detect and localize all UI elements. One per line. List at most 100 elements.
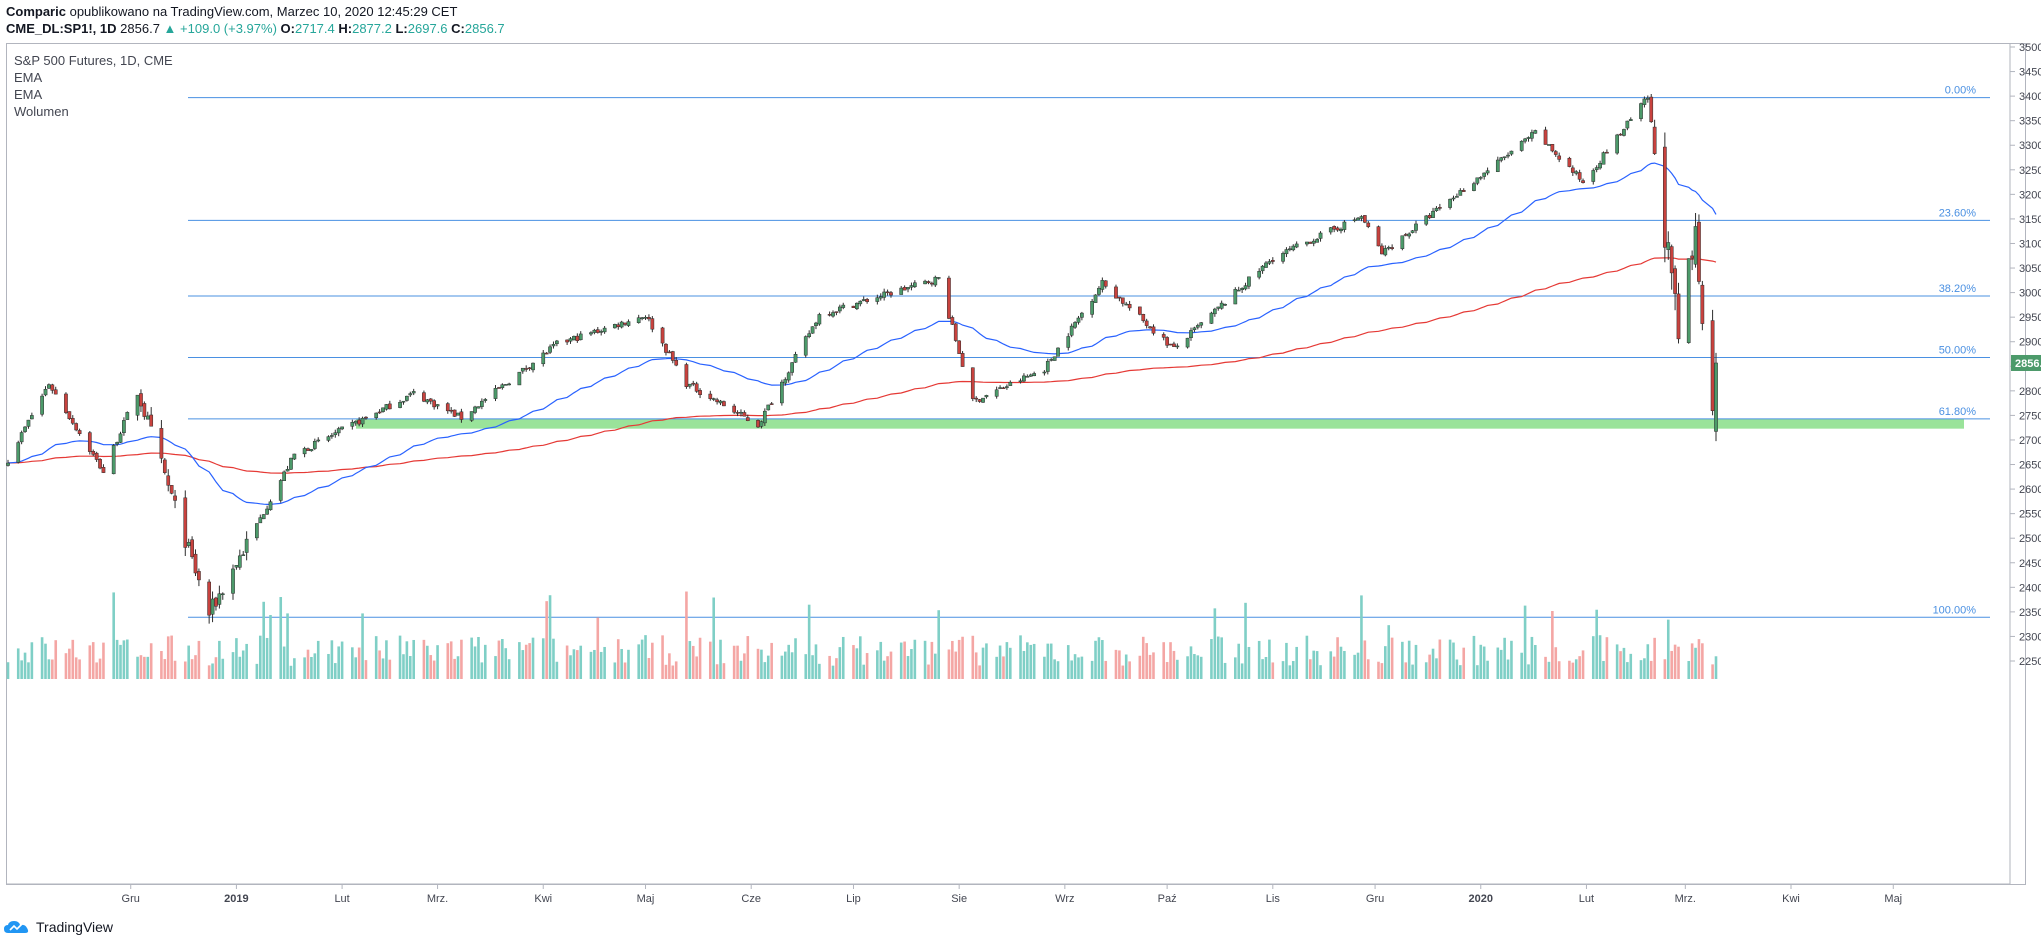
candle-body (1284, 249, 1289, 255)
candle-body (647, 317, 651, 320)
volume-bar (1653, 637, 1656, 679)
author-name[interactable]: Comparic (6, 4, 66, 19)
candle-body (1690, 255, 1694, 259)
candle-body (1100, 280, 1105, 290)
candle-body (718, 400, 723, 404)
candle-body (612, 324, 617, 329)
candle-body (1049, 359, 1054, 361)
candle-body (292, 453, 297, 460)
candle-body (244, 538, 249, 553)
fib-level-label: 50.00% (1939, 344, 1977, 356)
candle-body (43, 389, 48, 396)
publish-info: opublikowano na TradingView.com, Marzec … (69, 4, 458, 19)
candle-body (885, 291, 890, 294)
fib-level-label: 38.20% (1939, 283, 1977, 295)
volume-bar (480, 662, 484, 679)
legend-ema-fast[interactable]: EMA (14, 70, 43, 85)
volume-bar (398, 635, 402, 679)
volume-bar (593, 649, 596, 679)
legend-volume[interactable]: Wolumen (14, 104, 69, 119)
candle-body (1438, 207, 1442, 209)
candle-body (445, 403, 450, 412)
candle-body (626, 321, 631, 326)
candle-body (912, 282, 917, 287)
legend-ema-slow[interactable]: EMA (14, 87, 43, 102)
candle-body (660, 327, 665, 344)
volume-bar (708, 641, 712, 679)
volume-bar (886, 656, 889, 679)
volume-bar (930, 641, 934, 679)
ohlc-line: CME_DL:SP1!, 1D 2856.7 ▲ +109.0 (+3.97%)… (6, 20, 505, 37)
footer-brand[interactable]: TradingView (4, 919, 113, 935)
volume-bar (1264, 656, 1268, 679)
time-tick-label: Maj (637, 893, 655, 905)
candle-body (326, 436, 331, 441)
candle-body (756, 420, 760, 428)
candle-body (94, 452, 99, 460)
candle-body (650, 318, 655, 330)
volume-bar (303, 657, 306, 679)
candle-body (125, 412, 130, 420)
candle-body (1427, 214, 1432, 219)
volume-bar (374, 636, 378, 679)
volume-bar (316, 640, 320, 679)
legend-title[interactable]: S&P 500 Futures, 1D, CME (14, 53, 173, 68)
candle-body (1080, 312, 1084, 318)
price-tick-label: 2900.0 (2019, 337, 2041, 349)
candle-body (142, 403, 147, 417)
candle-body (265, 508, 269, 515)
candle-body (480, 400, 484, 407)
candle-body (698, 390, 702, 395)
candle-body (1625, 120, 1630, 129)
volume-bar (1353, 654, 1356, 679)
candle-body (381, 407, 385, 412)
volume-bar (221, 658, 225, 679)
candle-body (1195, 325, 1200, 328)
brand-label: TradingView (36, 919, 114, 935)
volume-bar (1428, 654, 1431, 679)
volume-bar (647, 657, 651, 679)
candle-body (1710, 320, 1715, 412)
candle-body (237, 555, 242, 568)
candle-body (145, 415, 150, 420)
volume-bar (1390, 637, 1394, 679)
volume-bar (47, 659, 51, 679)
candle-body (1543, 129, 1548, 145)
volume-bar (1479, 644, 1483, 679)
volume-bar (378, 650, 381, 679)
candle-body (255, 523, 259, 539)
symbol-label[interactable]: CME_DL:SP1!, 1D (6, 21, 117, 36)
volume-bar (804, 654, 808, 679)
chart-legend: S&P 500 Futures, 1D, CME EMA EMA Wolumen (14, 52, 173, 120)
candle-body (1161, 334, 1166, 338)
volume-bar (1319, 665, 1322, 679)
candle-body (1714, 362, 1718, 432)
volume-bar (235, 638, 238, 679)
volume-bar (599, 651, 603, 679)
candle-body (1553, 151, 1558, 155)
volume-bar (552, 638, 555, 679)
candle-body (493, 388, 498, 399)
candle-body (1233, 289, 1238, 305)
volume-bar (1506, 659, 1510, 679)
volume-bar (695, 656, 698, 679)
volume-bar (258, 635, 262, 679)
volume-bar (1234, 657, 1237, 679)
volume-bar (429, 655, 433, 679)
candle-body (1383, 248, 1388, 256)
volume-bar (1128, 661, 1131, 679)
volume-bar (906, 656, 910, 679)
price-tick-label: 2700.0 (2019, 435, 2041, 447)
candle-body (1495, 159, 1500, 172)
candle-body (452, 409, 457, 417)
candle-body (1499, 157, 1504, 161)
price-tick-label: 3500.0 (2019, 42, 2041, 54)
candle-body (1291, 245, 1296, 251)
volume-bar (565, 645, 569, 679)
volume-bar (1714, 656, 1718, 679)
volume-bar (241, 650, 245, 679)
candle-body (667, 351, 672, 354)
volume-bar (569, 655, 572, 679)
volume-bar (807, 604, 811, 679)
